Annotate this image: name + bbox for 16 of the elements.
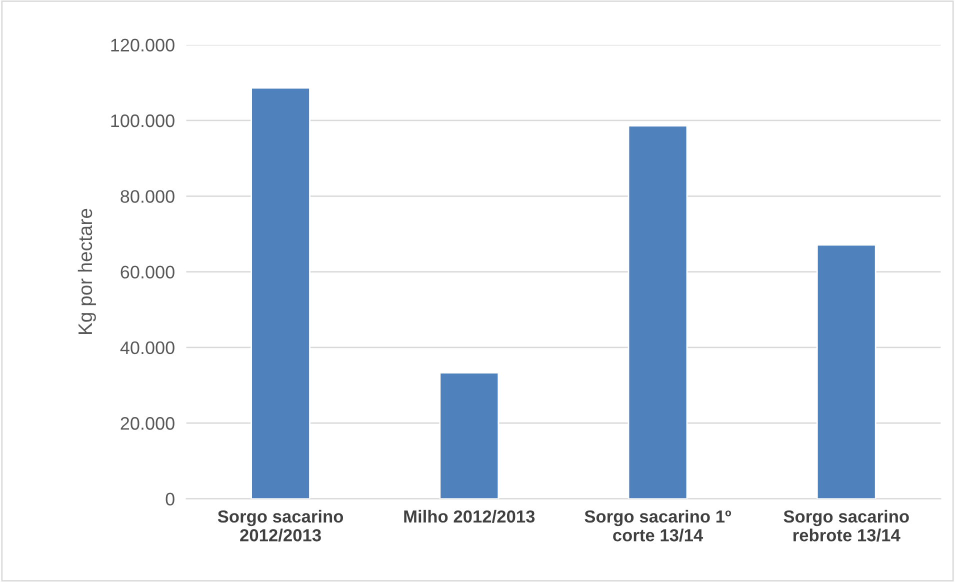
x-tick-label: Sorgo sacarino rebrote 13/14 [784,510,909,542]
y-tick-label: 100.000 [111,114,174,128]
y-tick-label: 40.000 [120,341,174,354]
bar [816,244,876,499]
y-tick-label: 80.000 [120,190,174,203]
x-tick-label: Sorgo sacarino 1º corte 13/14 [584,510,732,542]
y-tick-label: 120.000 [111,38,174,52]
y-tick-label: 20.000 [120,417,174,430]
x-tick-label: Sorgo sacarino 2012/2013 [218,510,344,542]
bar [250,87,310,499]
bar [439,372,500,499]
y-axis-title: Kg por hectare [78,208,96,334]
y-tick-label: 60.000 [120,266,174,279]
x-tick-label: Milho 2012/2013 [404,510,535,523]
bar [628,125,688,499]
y-tick-label: 0 [166,492,174,506]
